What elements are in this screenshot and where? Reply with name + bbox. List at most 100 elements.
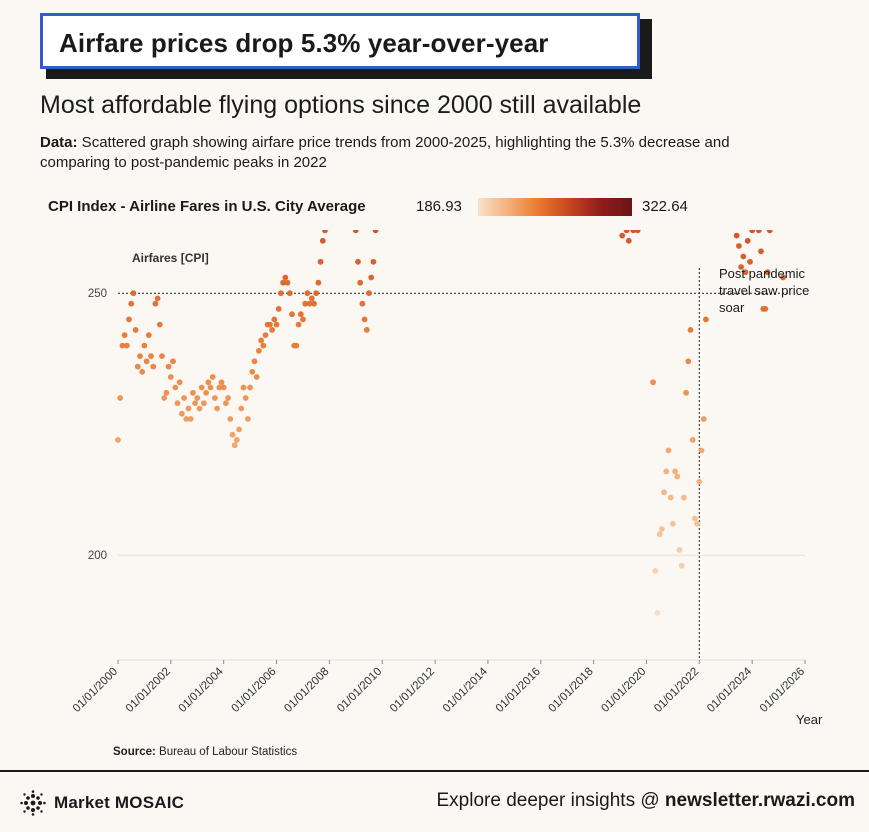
annotation-line: Post pandemic xyxy=(719,266,805,281)
data-point xyxy=(674,473,681,480)
data-point xyxy=(205,379,212,386)
data-point xyxy=(366,290,372,297)
data-point xyxy=(738,264,744,270)
data-point xyxy=(302,300,309,307)
data-point xyxy=(681,494,687,501)
headline-box: Airfare prices drop 5.3% year-over-year xyxy=(40,13,640,69)
headline-card: Airfare prices drop 5.3% year-over-year xyxy=(40,13,652,79)
data-point xyxy=(694,520,700,527)
data-point xyxy=(692,515,698,522)
footer-divider xyxy=(0,770,869,772)
data-point xyxy=(145,332,152,338)
legend-max-label: 322.64 xyxy=(642,198,688,215)
data-point xyxy=(623,230,630,234)
data-point xyxy=(678,562,685,569)
data-point xyxy=(676,547,683,553)
data-point xyxy=(192,400,199,407)
data-point xyxy=(229,431,236,438)
data-point xyxy=(359,300,366,307)
data-point xyxy=(700,416,707,422)
chart-annotation: Post pandemic travel saw price soar xyxy=(719,266,809,315)
data-point xyxy=(225,395,232,401)
data-point xyxy=(352,230,359,234)
data-point xyxy=(689,437,696,443)
data-point xyxy=(313,290,320,297)
data-point xyxy=(150,363,157,370)
data-point xyxy=(650,379,656,386)
x-tick-label: 01/01/2000 xyxy=(71,666,120,715)
data-point xyxy=(286,290,293,297)
data-point xyxy=(198,384,205,391)
cta-link[interactable]: newsletter.rwazi.com xyxy=(664,790,855,811)
data-point xyxy=(212,395,218,401)
scatter-chart: 200250300 01/01/200001/01/200201/01/2004… xyxy=(71,230,823,727)
data-point xyxy=(698,447,705,454)
x-tick-label: 01/01/2008 xyxy=(282,666,331,715)
grid-lines xyxy=(117,554,806,664)
data-point xyxy=(749,230,756,234)
data-point xyxy=(170,358,176,365)
data-point xyxy=(665,447,672,454)
data-point xyxy=(262,332,269,338)
data-point xyxy=(696,478,703,485)
data-point xyxy=(141,342,148,349)
y-tick-200: 200 xyxy=(88,550,107,562)
x-tick-label: 01/01/2010 xyxy=(335,666,384,715)
data-point xyxy=(253,374,260,380)
data-point xyxy=(672,468,678,475)
data-point xyxy=(245,416,251,422)
headline: Airfare prices drop 5.3% year-over-year xyxy=(59,28,549,58)
brand[interactable]: Market MOSAIC xyxy=(20,790,184,816)
data-point xyxy=(119,342,126,349)
data-point xyxy=(663,468,670,475)
data-point xyxy=(132,327,139,333)
x-tick-label: 01/01/2026 xyxy=(758,666,807,715)
data-point xyxy=(670,520,676,527)
data-point xyxy=(758,248,764,255)
data-point xyxy=(152,300,159,307)
data-point xyxy=(172,384,179,391)
data-point xyxy=(685,358,692,365)
data-point xyxy=(295,321,302,328)
data-point xyxy=(220,384,227,391)
data-point xyxy=(234,437,240,443)
data-point xyxy=(130,290,137,297)
x-tick-label: 01/01/2022 xyxy=(652,666,701,715)
data-point xyxy=(742,269,749,276)
data-point xyxy=(154,295,161,302)
data-point xyxy=(236,426,243,433)
data-point xyxy=(368,274,375,281)
data-point xyxy=(372,230,379,234)
footer-cta[interactable]: Explore deeper insights @ newsletter.rwa… xyxy=(437,790,856,812)
data-point xyxy=(661,489,667,496)
data-point xyxy=(656,531,663,538)
data-point xyxy=(280,279,286,286)
data-point xyxy=(207,384,214,391)
data-point xyxy=(181,395,188,401)
description-text: Scattered graph showing airfare price tr… xyxy=(40,134,730,171)
data-point xyxy=(240,384,247,391)
data-point xyxy=(619,232,626,239)
data-point xyxy=(319,237,326,244)
x-tick-label: 01/01/2024 xyxy=(705,665,755,715)
data-point xyxy=(238,405,245,412)
data-point xyxy=(363,327,370,333)
data-point xyxy=(185,405,192,412)
data-point xyxy=(703,316,709,323)
data-point xyxy=(355,258,361,265)
data-point xyxy=(249,368,256,375)
data-point xyxy=(630,230,637,234)
data-point xyxy=(174,400,181,407)
data-point xyxy=(176,379,183,386)
legend-min-label: 186.93 xyxy=(416,198,462,215)
data-point xyxy=(780,274,786,281)
data-point xyxy=(134,363,141,370)
data-point xyxy=(139,368,146,375)
data-point xyxy=(282,274,289,281)
x-tick-label: 01/01/2006 xyxy=(229,666,278,715)
data-point xyxy=(196,405,203,412)
x-tick-label: 01/01/2004 xyxy=(177,665,227,715)
data-point xyxy=(275,306,282,312)
x-tick-label: 01/01/2018 xyxy=(547,666,596,715)
data-point xyxy=(733,232,740,239)
